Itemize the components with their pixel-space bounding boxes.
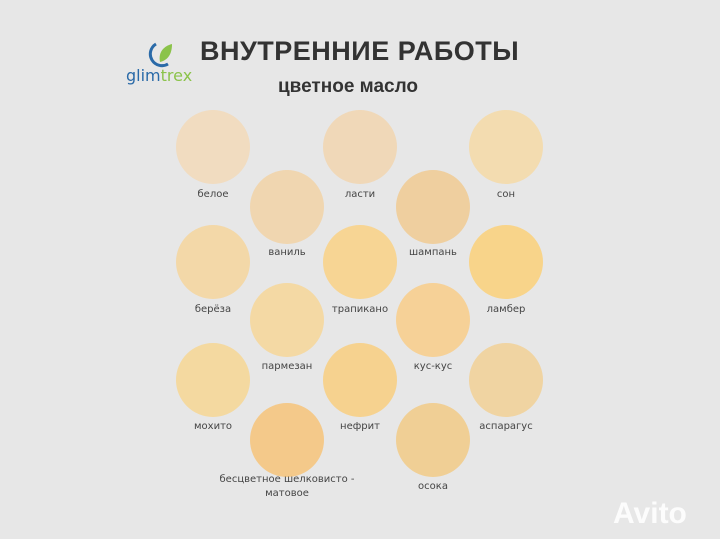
color-swatch	[396, 283, 470, 357]
swatch-label: ламбер	[486, 304, 526, 315]
color-swatch	[176, 225, 250, 299]
swatch-label: белое	[197, 189, 229, 200]
leaf-swirl-icon	[148, 42, 172, 68]
color-swatch	[250, 170, 324, 244]
page-title: ВНУТРЕННИЕ РАБОТЫ	[200, 36, 520, 66]
color-swatch	[396, 403, 470, 477]
color-swatch	[176, 343, 250, 417]
color-swatch	[323, 110, 397, 184]
logo-text: glimtrex	[126, 66, 193, 85]
color-swatch	[396, 170, 470, 244]
swatch-label: мохито	[193, 421, 233, 432]
swatch-label: пармезан	[261, 361, 313, 372]
swatch-label: кус-кус	[413, 361, 453, 372]
swatch-label: трапикано	[331, 304, 389, 315]
swatch-label: шампань	[409, 247, 457, 258]
avito-watermark: Avito	[613, 497, 687, 530]
color-swatch	[323, 343, 397, 417]
glimtrex-logo: glimtrex	[126, 40, 206, 90]
swatch-label: сон	[496, 189, 516, 200]
swatch-label: бесцветное шелковисто - матовое	[219, 474, 355, 499]
color-swatch	[469, 343, 543, 417]
swatch-label: аспарагус	[479, 421, 533, 432]
color-swatch	[469, 110, 543, 184]
color-swatch	[250, 403, 324, 477]
swatch-label: ласти	[344, 189, 376, 200]
color-swatch	[176, 110, 250, 184]
color-swatch	[250, 283, 324, 357]
swatch-label: берёза	[194, 304, 232, 315]
color-swatch	[323, 225, 397, 299]
swatch-label: осока	[418, 481, 448, 492]
page-subtitle: цветное масло	[278, 76, 419, 97]
swatch-label: ваниль	[268, 247, 306, 258]
color-swatch	[469, 225, 543, 299]
swatch-label: нефрит	[340, 421, 380, 432]
